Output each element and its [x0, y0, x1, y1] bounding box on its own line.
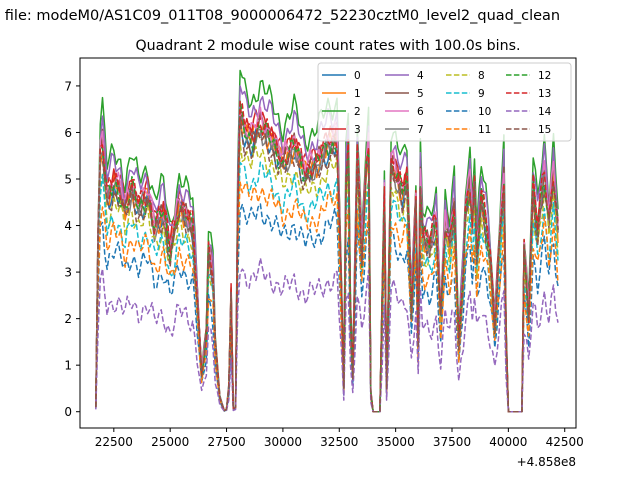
series-line-10 [95, 203, 559, 413]
legend-label: 6 [417, 106, 424, 118]
chart-title: Quadrant 2 module wise count rates with … [135, 38, 520, 54]
x-tick-label: 40000 [489, 435, 527, 449]
x-tick-label: 30000 [264, 435, 302, 449]
legend-label: 10 [478, 106, 491, 118]
legend-label: 12 [538, 70, 551, 82]
legend-label: 5 [417, 88, 424, 100]
x-tick-label: 35000 [377, 435, 415, 449]
figure-suptitle: n file: modeM0/AS1C09_011T08_9000006472_… [0, 8, 560, 24]
y-tick-label: 0 [64, 405, 72, 419]
plot-frame [79, 57, 577, 429]
legend-label: 3 [354, 124, 361, 136]
x-tick-label: 42500 [546, 435, 584, 449]
legend-label: 7 [417, 124, 424, 136]
x-tick-label: 37500 [433, 435, 471, 449]
legend-box [317, 62, 572, 142]
legend-label: 4 [417, 70, 424, 82]
legend-label: 2 [354, 106, 361, 118]
legend-label: 13 [538, 88, 551, 100]
legend-label: 0 [354, 70, 361, 82]
legend-label: 14 [538, 106, 552, 118]
x-tick-label: 27500 [207, 435, 245, 449]
y-tick-label: 6 [64, 126, 72, 140]
x-axis: 22500 25000 27500 30000 32500 35000 37500 40000… [95, 428, 584, 449]
series-line-14 [95, 257, 559, 413]
y-tick-label: 3 [64, 266, 72, 280]
series-line-8 [95, 141, 559, 413]
series-line-9 [95, 161, 559, 413]
y-tick-label: 2 [64, 312, 72, 326]
y-tick-label: 1 [64, 359, 72, 373]
y-tick-label: 4 [64, 219, 72, 233]
y-tick-label: 7 [64, 79, 72, 93]
x-offset-label: +4.858e8 [517, 455, 576, 469]
series-line-12 [95, 100, 559, 413]
y-tick-label: 5 [64, 173, 72, 187]
legend-label: 1 [354, 88, 361, 100]
y-axis: 0 1 2 3 4 5 6 7 [64, 79, 80, 419]
x-tick-label: 22500 [95, 435, 133, 449]
x-tick-label: 25000 [151, 435, 189, 449]
series-line-15 [95, 116, 559, 413]
legend-label: 11 [478, 124, 491, 136]
legend-label: 15 [538, 124, 551, 136]
legend-label: 9 [478, 88, 485, 100]
x-tick-label: 32500 [320, 435, 358, 449]
series-line-11 [95, 181, 559, 413]
legend-label: 8 [478, 70, 485, 82]
